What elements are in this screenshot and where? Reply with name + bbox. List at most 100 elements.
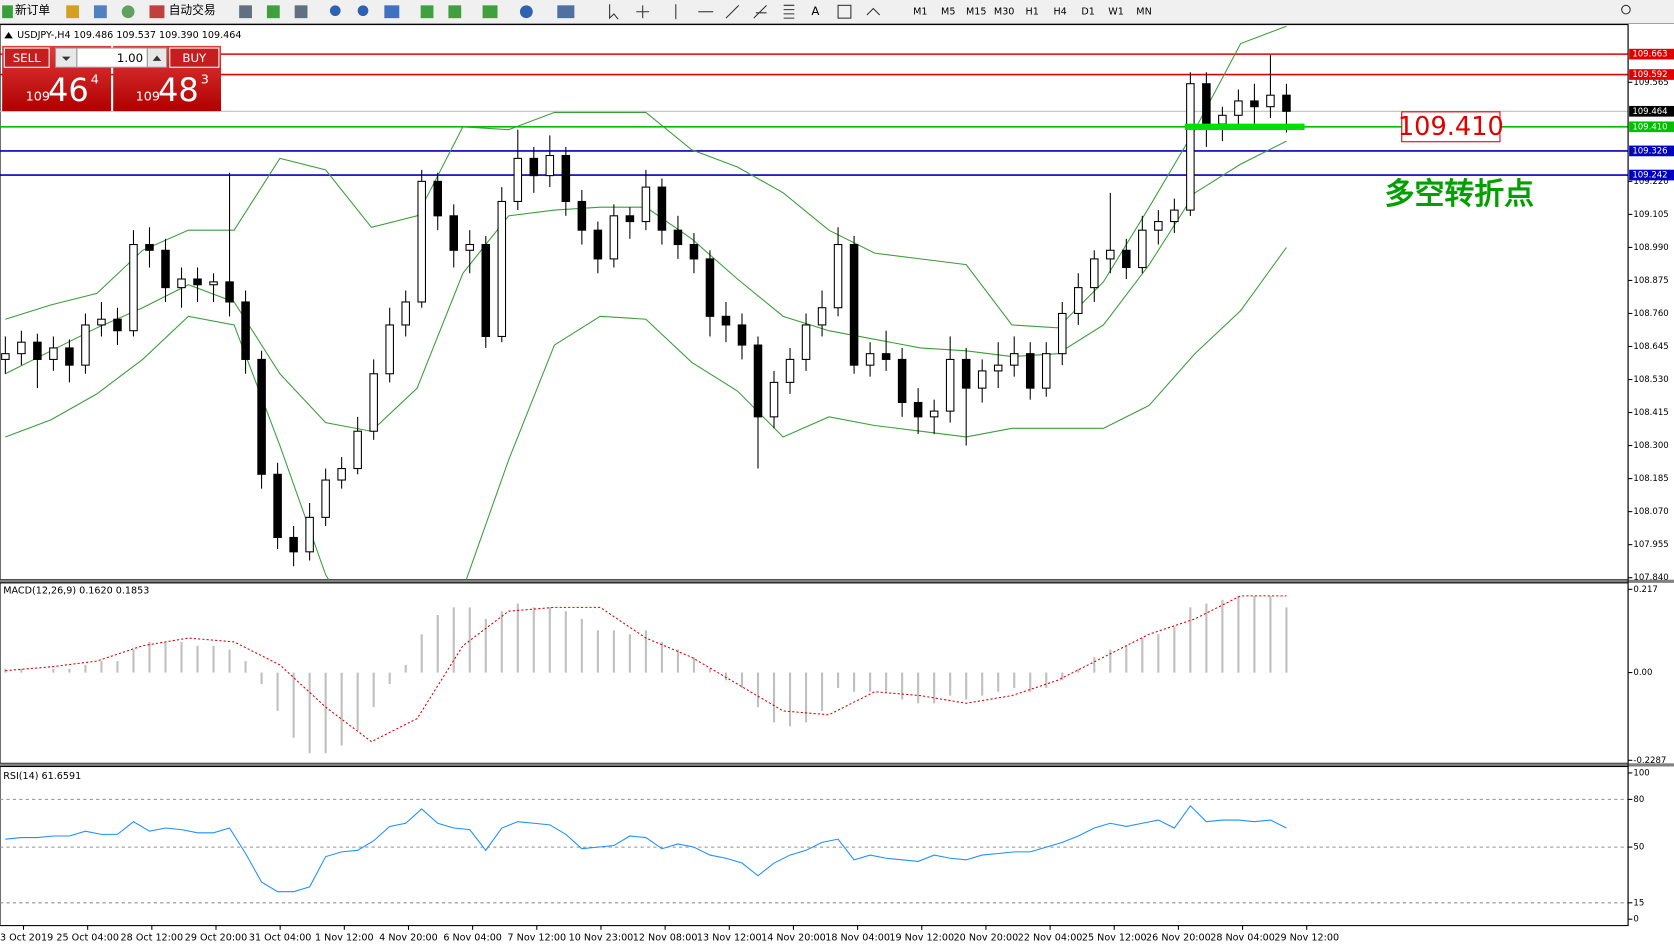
icon[interactable]: [725, 4, 740, 19]
y-tick-label: 0.00: [1633, 668, 1652, 678]
x-tick-label: 23 Oct 2019: [0, 932, 53, 943]
icon[interactable]: [837, 4, 852, 19]
candle-body: [209, 281, 218, 286]
icon[interactable]: [482, 5, 498, 19]
candle-body: [1041, 353, 1051, 389]
icon[interactable]: [557, 5, 575, 19]
buy-button[interactable]: [169, 47, 220, 68]
candle-body: [1025, 353, 1035, 389]
candle-body: [657, 186, 667, 231]
sell-button[interactable]: [3, 47, 50, 68]
icon[interactable]: [1621, 4, 1631, 15]
toolbar-button[interactable]: 自动交易: [169, 3, 216, 17]
x-tick-label: 18 Nov 04:00: [825, 932, 890, 943]
icon[interactable]: [753, 4, 767, 19]
y-tick-label: 108.300: [1633, 441, 1668, 451]
icon[interactable]: [121, 5, 135, 19]
bid-main: 46: [48, 71, 89, 109]
level-label-bg: [1629, 145, 1674, 157]
toolbar-button[interactable]: 新订单: [15, 3, 50, 17]
candle-body: [721, 315, 731, 326]
bid-small: 4: [91, 73, 99, 88]
candle-body: [929, 410, 939, 418]
timeframe-button[interactable]: MN: [1136, 7, 1151, 18]
sell-label[interactable]: SELL: [13, 51, 41, 65]
timeframe-button[interactable]: H1: [1025, 7, 1038, 18]
candle-body: [865, 353, 875, 366]
icon[interactable]: [609, 4, 619, 20]
icon[interactable]: A: [811, 4, 819, 18]
candle-body: [1090, 258, 1099, 289]
bid-big: 109: [26, 90, 50, 105]
candle-body: [385, 324, 394, 375]
candle-body: [417, 180, 426, 303]
candle-body: [161, 249, 170, 289]
candle-body: [177, 278, 186, 289]
x-tick-label: 29 Oct 20:00: [185, 932, 248, 943]
candle-body: [1122, 249, 1131, 269]
icon[interactable]: [266, 5, 280, 19]
candle-body: [1106, 249, 1115, 260]
level-label: 109.464: [1632, 107, 1667, 117]
candle-body: [529, 157, 539, 177]
icon[interactable]: [239, 5, 252, 19]
y-tick-label: 100: [1633, 768, 1649, 778]
candle-body: [641, 186, 651, 223]
icon[interactable]: [2, 5, 13, 19]
macd-signal: [5, 595, 1287, 743]
y-tick-label: 108.070: [1633, 507, 1668, 517]
icon[interactable]: [420, 5, 434, 19]
timeframe-button[interactable]: M30: [994, 7, 1014, 18]
rsi-plot: [0, 798, 1629, 904]
candle-body: [705, 258, 715, 317]
x-tick-label: 25 Nov 12:00: [1082, 932, 1147, 943]
timeframe-button[interactable]: H4: [1053, 7, 1066, 18]
timeframe-button[interactable]: M5: [941, 7, 955, 18]
icon[interactable]: [329, 5, 341, 17]
candle-body: [1170, 209, 1179, 223]
candle-body: [497, 200, 507, 337]
timeframe-button[interactable]: M1: [913, 7, 927, 18]
candle-body: [145, 244, 154, 251]
rsi-label: RSI(14) 61.6591: [3, 771, 81, 782]
toolbar: [0, 0, 1674, 24]
candle-body: [33, 341, 42, 360]
candle-body: [289, 536, 298, 553]
candle-body: [465, 244, 475, 251]
candle-body: [609, 215, 619, 260]
candle-body: [113, 318, 122, 332]
candle-body: [1074, 287, 1083, 314]
volume[interactable]: 1.00: [117, 51, 143, 65]
icon[interactable]: [866, 7, 881, 16]
y-tick-label: 109.220: [1633, 177, 1668, 187]
icon[interactable]: [93, 5, 107, 19]
icon[interactable]: [448, 5, 462, 19]
level-label: 109.663: [1632, 50, 1667, 60]
icon[interactable]: [149, 5, 165, 19]
level-label: 109.592: [1632, 70, 1667, 80]
x-tick-label: 28 Oct 12:00: [121, 932, 184, 943]
icon[interactable]: [636, 5, 650, 19]
y-tick-label: 109.565: [1633, 78, 1668, 88]
ask-big: 109: [136, 90, 160, 105]
icon[interactable]: [384, 5, 400, 19]
x-tick-label: 12 Nov 08:00: [633, 932, 698, 943]
candle-body: [881, 353, 891, 360]
icon[interactable]: [783, 4, 795, 19]
candle-body: [449, 215, 459, 251]
y-tick-label: 107.955: [1633, 540, 1668, 550]
candle-body: [65, 347, 74, 366]
icon[interactable]: [519, 5, 533, 19]
icon[interactable]: [294, 5, 308, 19]
icon[interactable]: [357, 5, 369, 17]
timeframe-button[interactable]: W1: [1108, 7, 1124, 18]
timeframe-button[interactable]: D1: [1081, 7, 1095, 18]
icon[interactable]: [66, 5, 80, 19]
candle-body: [785, 358, 795, 383]
timeframe-button[interactable]: M15: [966, 7, 987, 18]
x-tick-label: 28 Nov 04:00: [1210, 932, 1275, 943]
bollinger-upper: [5, 25, 1287, 329]
buy-label[interactable]: BUY: [182, 51, 207, 65]
